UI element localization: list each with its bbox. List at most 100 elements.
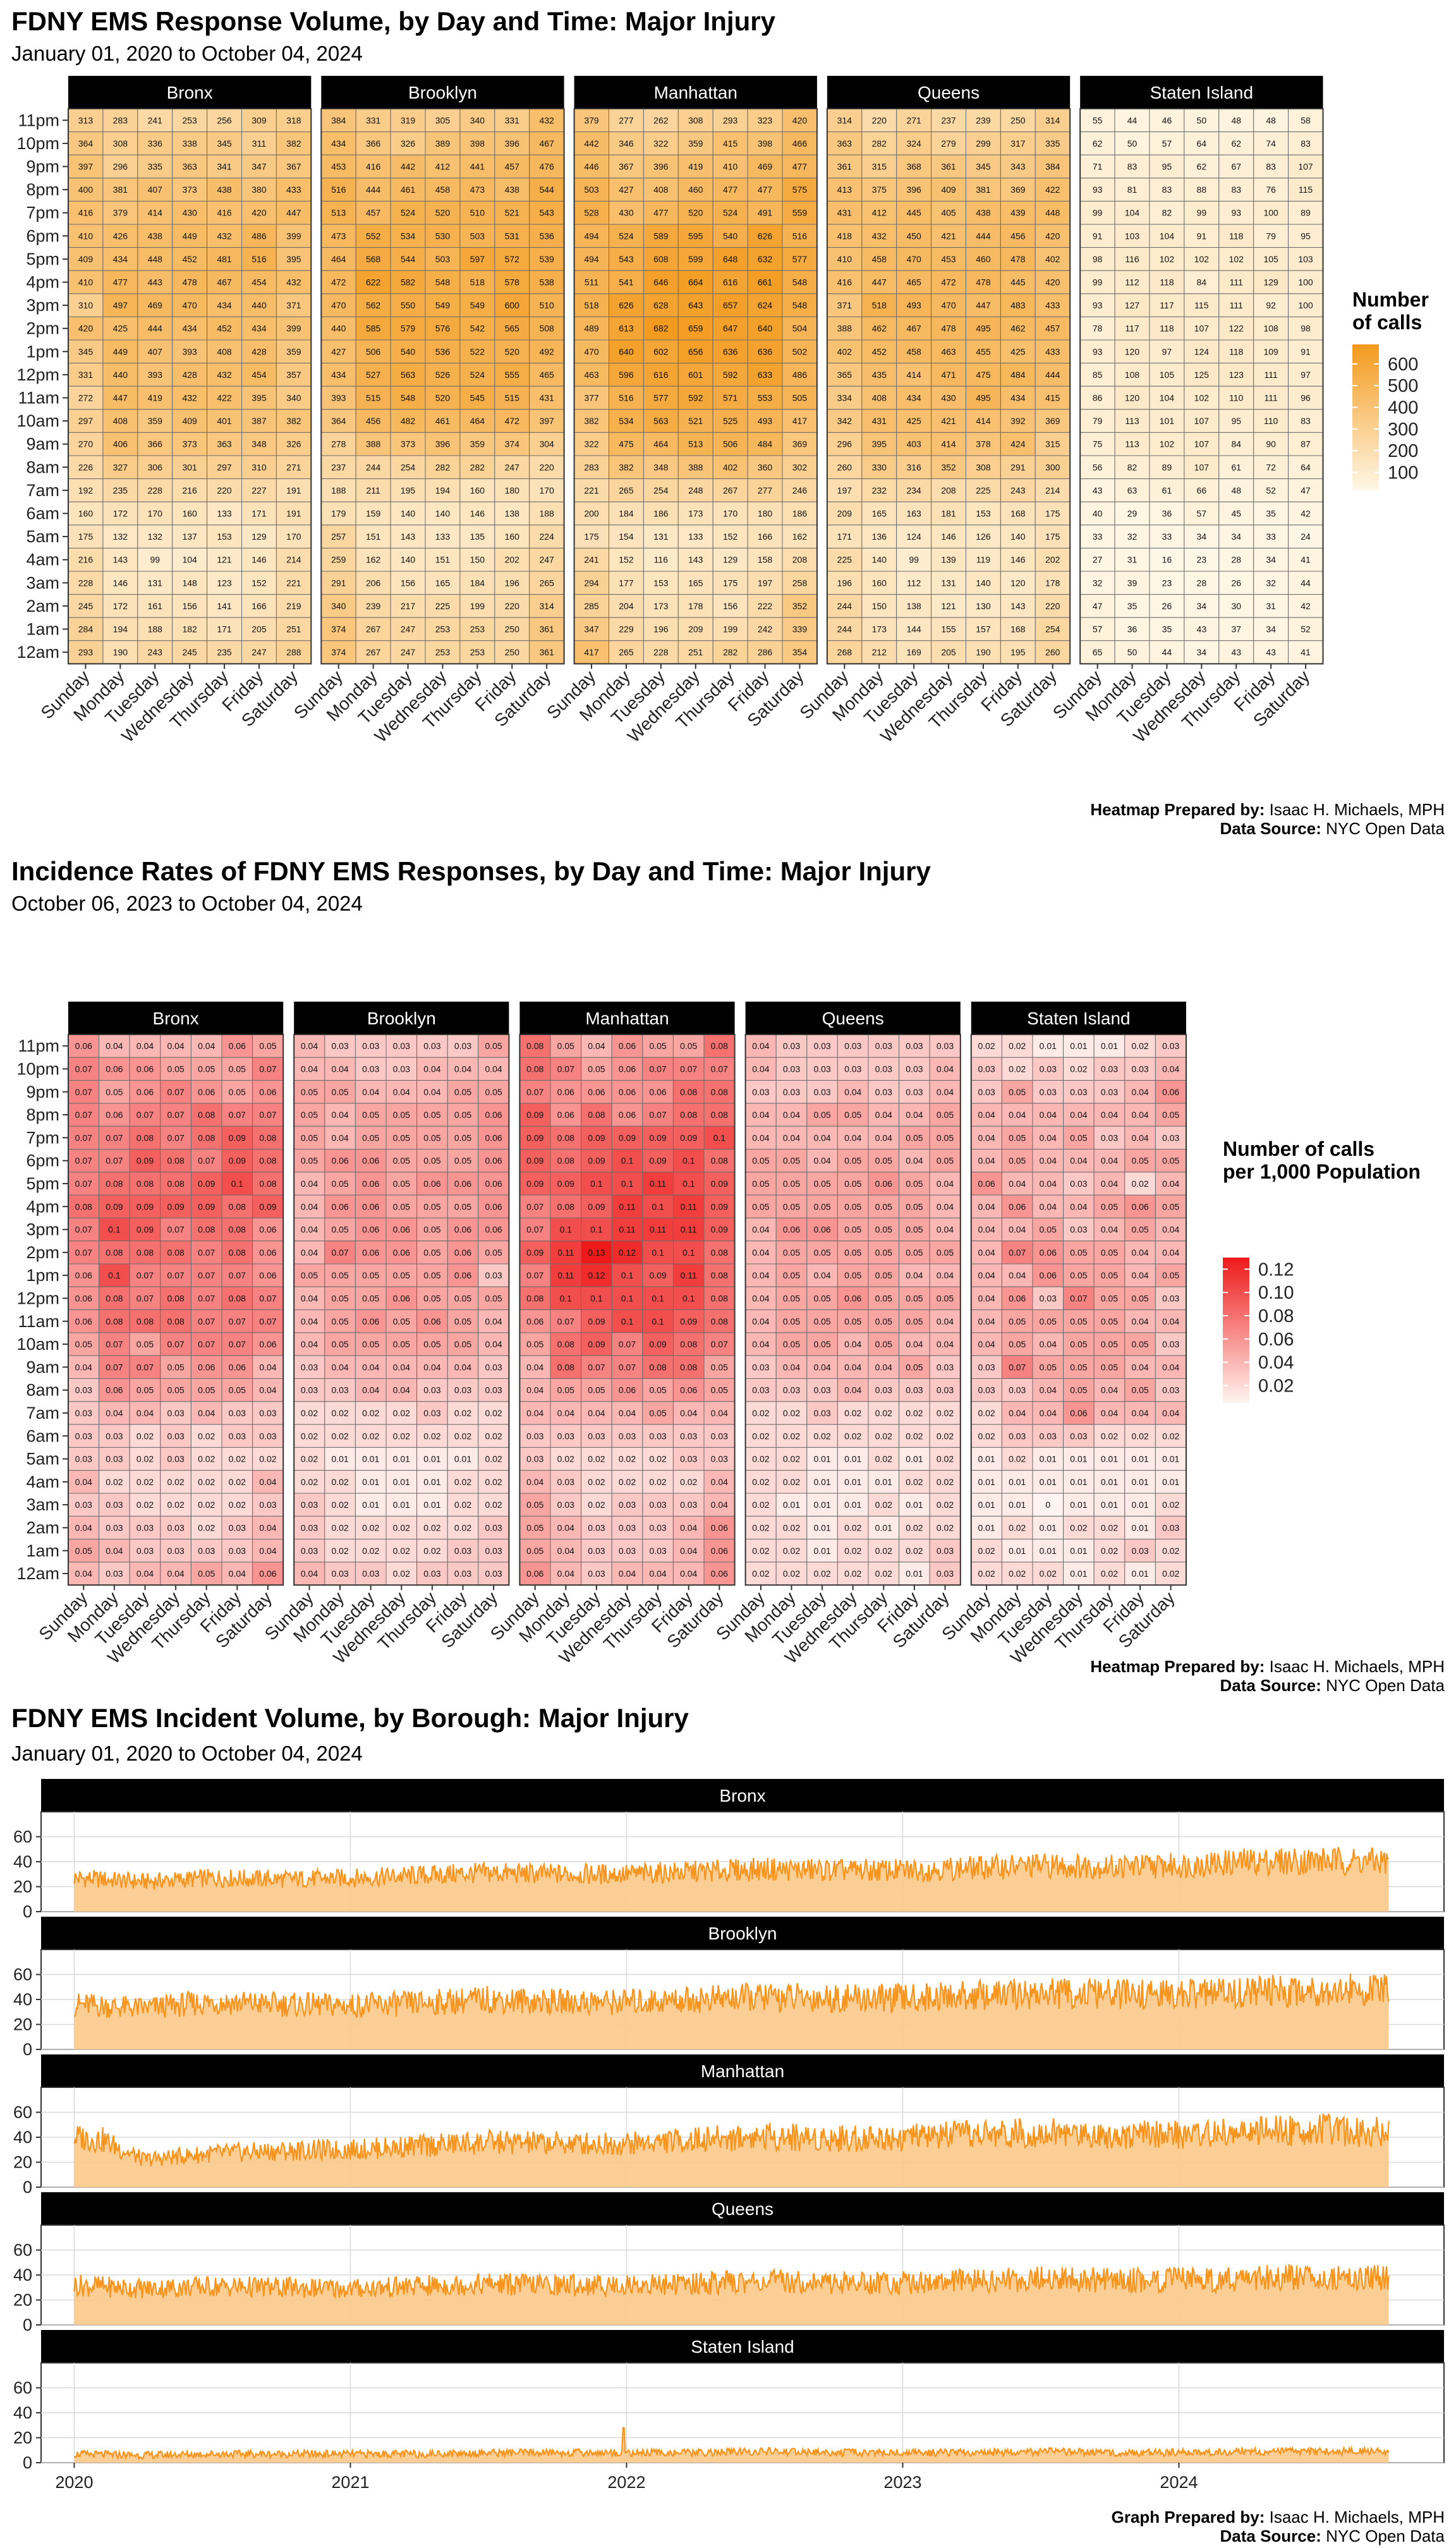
volume-cell-label: 374 (331, 647, 346, 657)
rates-cell-label: 0.01 (783, 1500, 800, 1510)
volume-cell-label: 42 (1301, 601, 1311, 611)
volume-cell-label: 237 (331, 462, 346, 472)
volume-cell-label: 422 (217, 393, 232, 403)
volume-cell-label: 89 (1162, 462, 1172, 472)
volume-cell-label: 117 (1125, 324, 1139, 334)
volume-cell-label: 31 (1266, 601, 1276, 611)
rates-cell-label: 0.02 (229, 1454, 246, 1464)
volume-cell-label: 626 (758, 231, 773, 241)
rates-cell-label: 0.03 (1101, 1132, 1118, 1143)
volume-cell-label: 359 (688, 138, 703, 149)
rates-cell-label: 0.05 (875, 1156, 892, 1166)
volume-cell-label: 575 (792, 185, 808, 195)
volume-cell (355, 270, 391, 294)
volume-cell (529, 200, 565, 225)
volume-cell-label: 102 (1229, 254, 1244, 264)
volume-cell (494, 131, 530, 155)
rates-cell-label: 0.07 (75, 1087, 92, 1097)
volume-cell-label: 146 (470, 509, 485, 519)
rates-cell-label: 0.04 (1040, 1201, 1057, 1211)
rates-cell-label: 0.07 (229, 1110, 246, 1120)
volume-cell-label: 104 (182, 555, 197, 565)
rates-cell (160, 1378, 191, 1402)
rates-cell (447, 1125, 479, 1150)
volume-cell (529, 293, 565, 317)
volume-cell (1184, 409, 1220, 433)
volume-cell (1000, 270, 1036, 294)
volume-cell (1149, 270, 1185, 294)
volume-cell (1114, 571, 1150, 595)
rates-cell-label: 0.04 (423, 1064, 440, 1074)
rates-cell-label: 0.03 (75, 1408, 92, 1418)
rates-cell-label: 0.03 (978, 1064, 995, 1074)
timeseries-y-tick-label: 40 (13, 2128, 32, 2147)
rates-cell (478, 1149, 509, 1173)
volume-cell (896, 409, 932, 433)
volume-cell (1184, 293, 1220, 317)
volume-cell-label: 46 (1162, 115, 1172, 125)
rates-cell-label: 0.06 (485, 1156, 502, 1166)
volume-cell-label: 470 (331, 300, 346, 310)
volume-cell-label: 250 (505, 647, 520, 657)
volume-panel-label-queens: Queens (918, 83, 980, 102)
rates-cell-label: 0.05 (906, 1201, 923, 1211)
volume-cell-label: 477 (723, 185, 738, 195)
rates-cell-label: 0.07 (1009, 1362, 1026, 1372)
volume-cell (390, 316, 426, 341)
volume-cell-label: 188 (331, 485, 346, 495)
rates-cell-label: 0.05 (106, 1087, 123, 1097)
volume-cell-label: 322 (584, 439, 599, 449)
rates-credit-source-value: NYC Open Data (1326, 1676, 1445, 1695)
volume-cell (459, 224, 495, 248)
rates-cell-label: 0.06 (136, 1087, 154, 1097)
volume-cell (1114, 547, 1150, 572)
rates-cell (99, 1424, 130, 1448)
volume-cell-label: 330 (872, 462, 887, 472)
volume-cell (827, 432, 863, 456)
rates-cell-label: 0.02 (1009, 1041, 1026, 1051)
volume-cell (574, 501, 609, 526)
volume-hour-label: 12pm (16, 365, 59, 384)
rates-cell-label: 0.02 (906, 1546, 923, 1556)
rates-cell-label: 0.02 (485, 1500, 502, 1510)
rates-cell-label: 0.05 (783, 1179, 800, 1189)
volume-cell-label: 347 (584, 624, 599, 634)
rates-cell-label: 0.05 (454, 1293, 471, 1303)
volume-cell-label: 408 (113, 416, 128, 426)
rates-cell-label: 0.05 (1070, 1270, 1087, 1280)
volume-cell (827, 547, 863, 572)
volume-cell-label: 463 (941, 346, 956, 356)
volume-cell (1184, 363, 1220, 387)
volume-cell-label: 447 (872, 277, 887, 288)
rates-cell-label: 0.07 (75, 1156, 92, 1166)
volume-cell (1218, 200, 1254, 225)
volume-cell (425, 247, 461, 271)
volume-cell-label: 161 (148, 601, 163, 611)
volume-cell-label: 131 (148, 578, 163, 588)
volume-cell-label: 495 (976, 393, 991, 403)
volume-cell (276, 247, 312, 271)
rates-cell-label: 0.04 (875, 1362, 892, 1372)
rates-cell-label: 0.04 (423, 1362, 440, 1372)
rates-cell-label: 0.03 (1040, 1064, 1057, 1074)
volume-cell-label: 58 (1301, 115, 1311, 125)
volume-cell (355, 247, 391, 271)
volume-cell-label: 162 (792, 531, 808, 542)
rates-cell-label: 0.02 (198, 1431, 215, 1441)
rates-cell-label: 0.02 (588, 1477, 605, 1487)
rates-cell-label: 0.06 (362, 1156, 379, 1166)
rates-cell-label: 0.09 (198, 1201, 215, 1211)
volume-cell (1149, 200, 1185, 225)
volume-cell-label: 32 (1093, 578, 1103, 588)
volume-cell (68, 594, 104, 618)
volume-cell (102, 640, 138, 664)
rates-cell-label: 0.03 (393, 1041, 410, 1051)
rates-cell-label: 0.05 (1162, 1201, 1179, 1211)
volume-cell-label: 438 (976, 208, 991, 218)
volume-cell-label: 244 (837, 601, 852, 611)
volume-cell-label: 407 (148, 185, 163, 195)
volume-cell (68, 339, 104, 364)
volume-hour-label: 3pm (26, 296, 59, 315)
volume-cell (425, 178, 461, 202)
volume-cell-label: 66 (1197, 485, 1207, 495)
